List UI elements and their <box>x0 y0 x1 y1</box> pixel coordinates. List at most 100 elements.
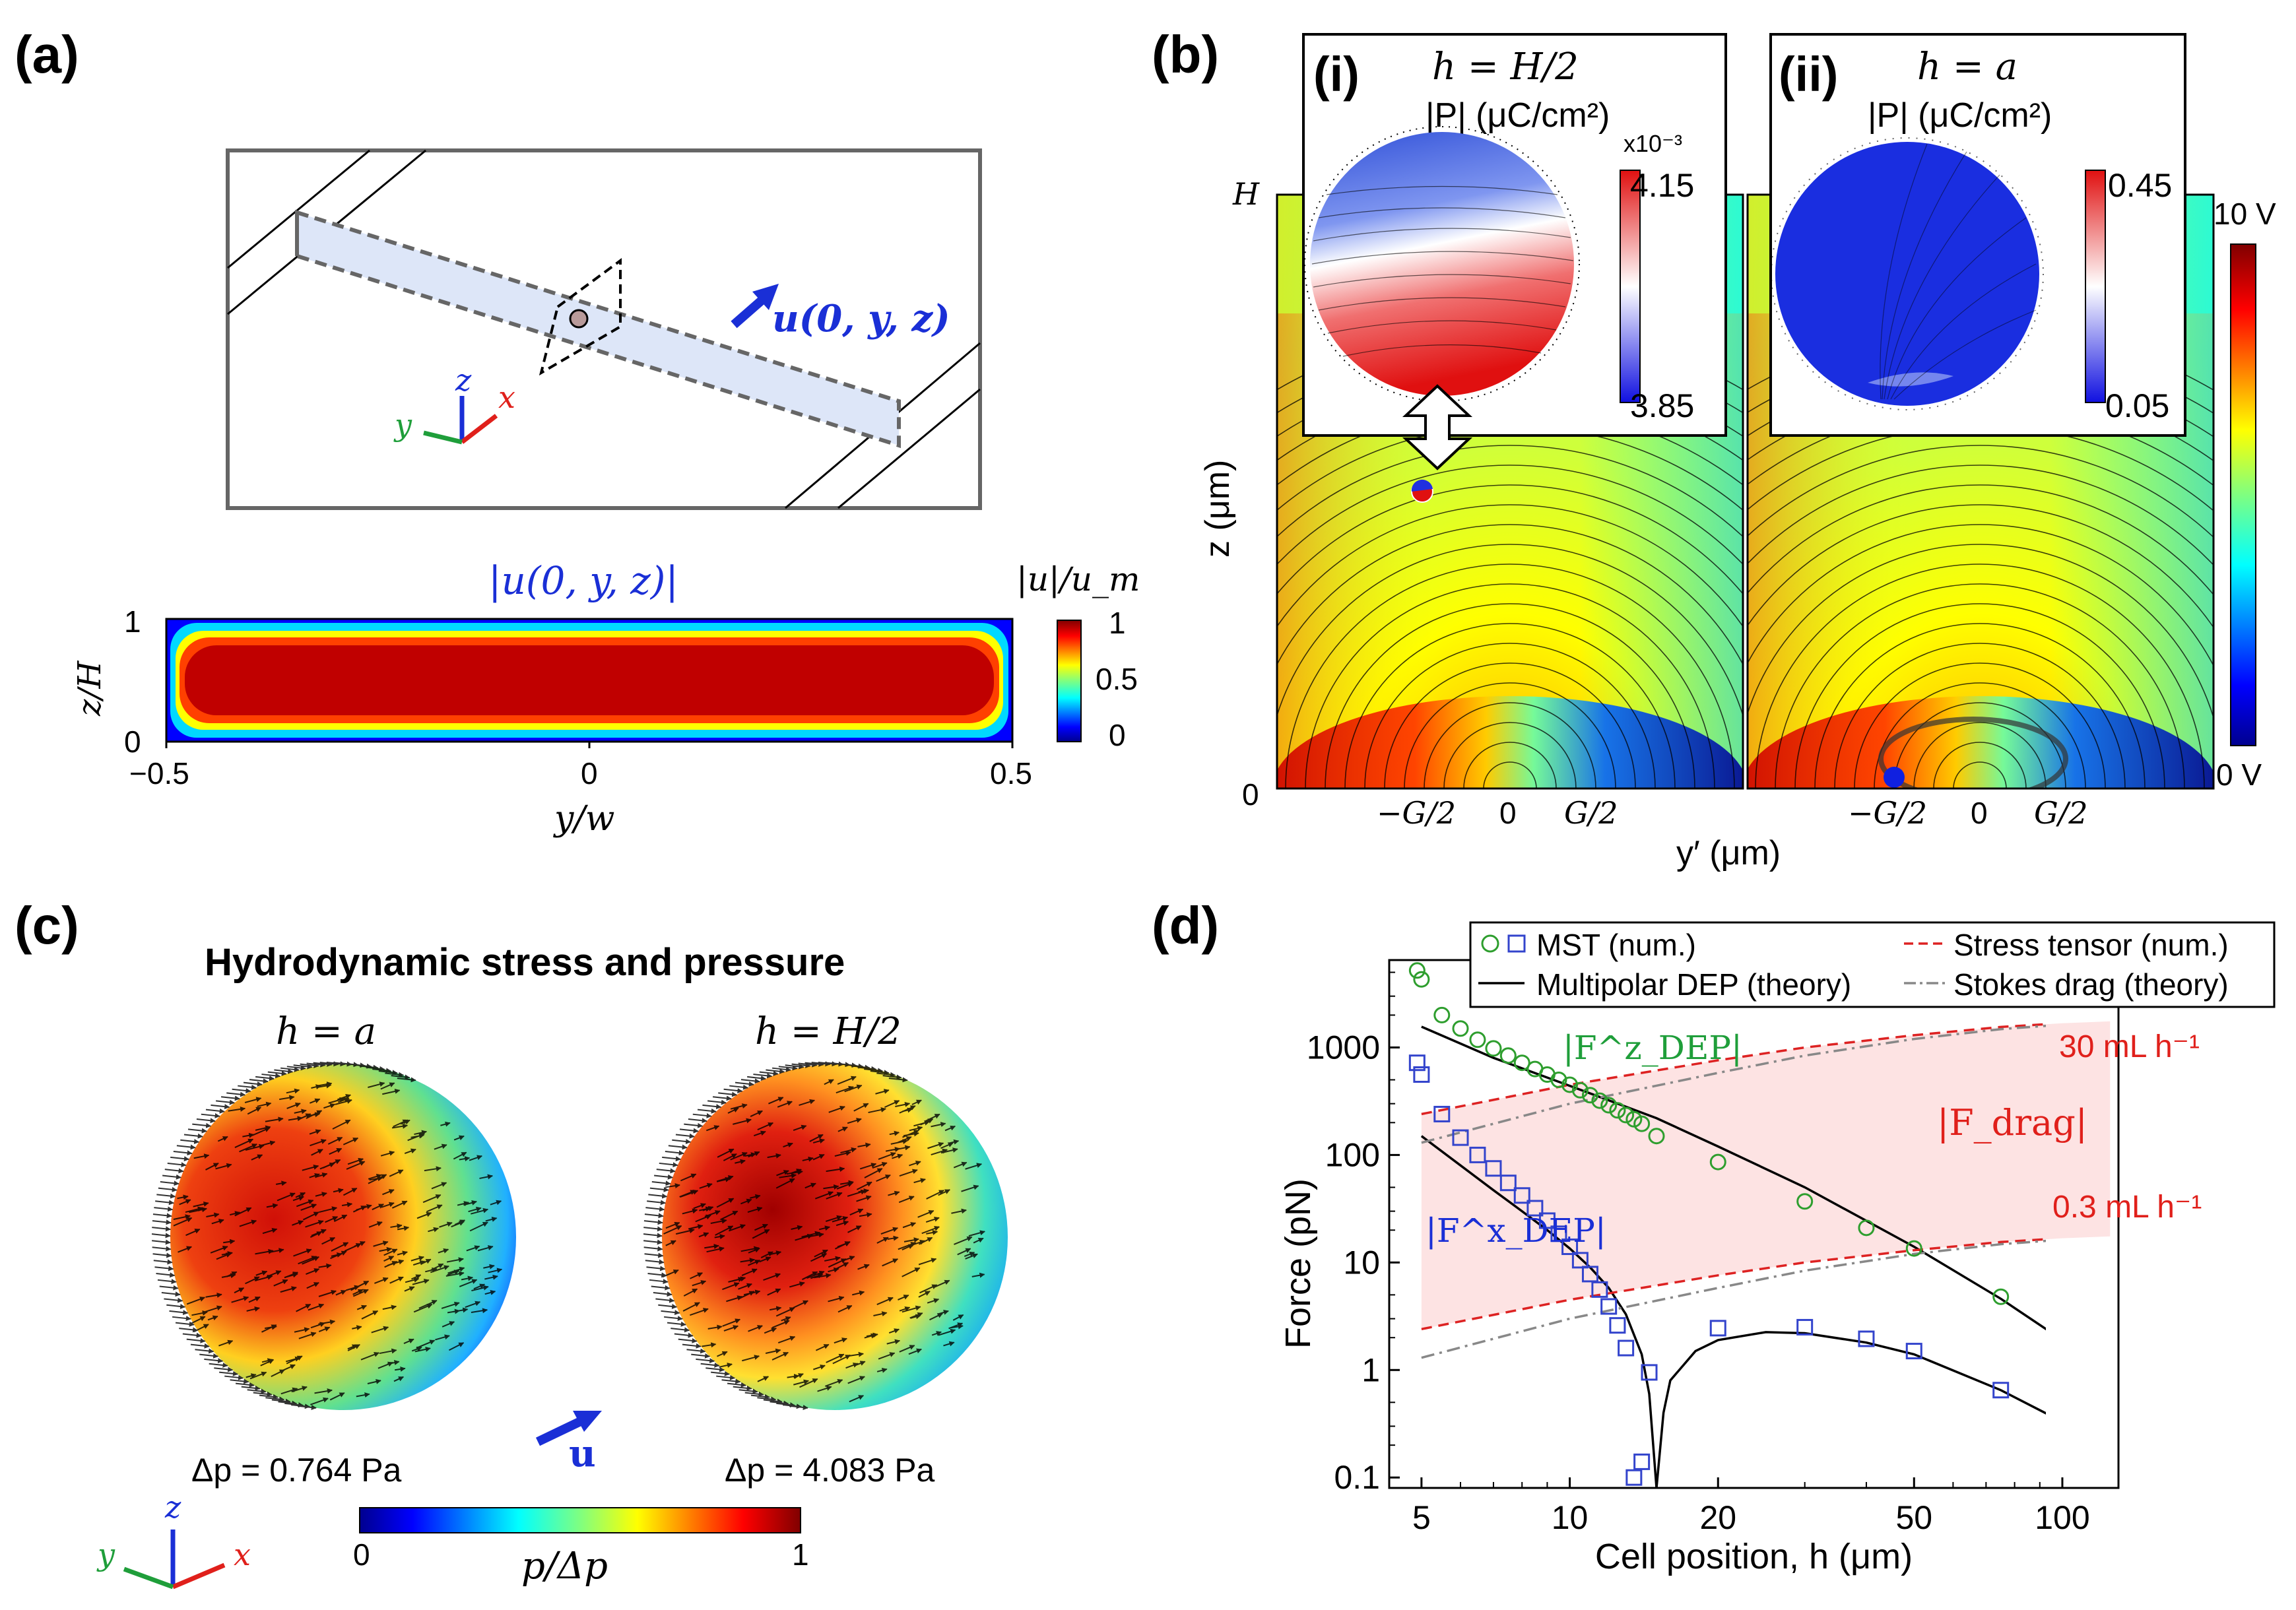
stress-arrow <box>750 1110 763 1117</box>
edge-stress-arrow <box>152 1252 172 1258</box>
stress-arrow <box>484 1274 498 1280</box>
edge-stress-arrow <box>648 1193 668 1199</box>
edge-stress-arrow <box>151 1233 171 1239</box>
stress-arrow <box>765 1348 781 1354</box>
stress-arrow <box>908 1348 922 1355</box>
stress-arrow <box>733 1118 752 1125</box>
stress-arrow <box>445 1271 465 1277</box>
mst-z-point <box>1618 1107 1635 1124</box>
mst-z-point <box>2103 1364 2117 1378</box>
edge-stress-arrow <box>651 1285 671 1291</box>
stress-arrow <box>722 1318 741 1327</box>
mst-x-point <box>1618 1339 1635 1357</box>
stress-arrow <box>878 1152 896 1160</box>
stress-arrow <box>343 1187 358 1196</box>
stress-arrow <box>948 1322 964 1330</box>
stress-arrow <box>248 1296 261 1303</box>
stress-arrow <box>895 1101 911 1107</box>
stress-arrow <box>748 1260 761 1266</box>
stress-arrow <box>298 1256 317 1265</box>
stress-arrow <box>318 1326 331 1332</box>
stress-arrow <box>413 1303 433 1313</box>
stress-arrow <box>738 1291 755 1300</box>
edge-stress-arrow <box>172 1316 191 1322</box>
stress-arrow <box>372 1204 384 1211</box>
stress-arrow <box>826 1192 843 1200</box>
stress-arrow <box>275 1180 287 1186</box>
stress-arrow <box>412 1260 426 1266</box>
edge-stress-arrow <box>651 1180 671 1186</box>
inset-ii: (ii) h = a |P| (μC/cm²) 0.45 0.05 <box>1769 33 2186 437</box>
z-top-label: H <box>1232 176 1260 212</box>
stress-arrow <box>397 1250 408 1256</box>
stress-arrow <box>239 1219 257 1227</box>
stress-arrow <box>720 1210 738 1221</box>
stress-arrow <box>726 1295 743 1303</box>
y-tick-label: 100 <box>1325 1136 1380 1173</box>
y-tick-label: 1000 <box>1307 1029 1380 1066</box>
stress-arrow <box>682 1302 700 1312</box>
stress-arrow <box>309 1098 321 1104</box>
stress-arrow <box>790 1169 802 1175</box>
stress-arrow <box>898 1295 909 1301</box>
edge-stress-arrow <box>159 1285 179 1291</box>
stress-arrow <box>898 1136 912 1143</box>
stress-arrow <box>295 1192 306 1198</box>
stress-arrow <box>964 1251 975 1258</box>
edge-stress-arrow <box>199 1353 219 1359</box>
edge-stress-arrow <box>169 1310 189 1316</box>
edge-stress-arrow <box>804 1061 824 1067</box>
stress-arrow <box>265 1116 284 1122</box>
stress-arrow <box>837 1076 857 1085</box>
stress-arrow <box>795 1233 813 1241</box>
edge-stress-arrow <box>691 1353 711 1359</box>
stress-arrow <box>318 1289 337 1297</box>
stress-arrow <box>857 1142 871 1148</box>
inset-i-cbar-max: 4.15 <box>1630 167 1694 204</box>
series-line <box>1421 1024 2046 1144</box>
stress-arrow <box>477 1245 494 1252</box>
stress-arrow <box>391 1123 409 1129</box>
edge-stress-arrow <box>679 1128 699 1134</box>
stress-arrow <box>382 1189 395 1196</box>
stress-arrow <box>380 1082 395 1090</box>
edge-stress-arrow <box>740 1078 760 1084</box>
stress-arrow <box>961 1184 979 1192</box>
y-axis-label: z/H <box>71 660 108 717</box>
stress-arrow <box>255 1270 268 1276</box>
stress-arrow <box>245 1143 265 1151</box>
edge-stress-arrow <box>870 1070 890 1076</box>
stress-arrow <box>847 1118 862 1124</box>
mst-x-point <box>1858 1330 1875 1347</box>
x-tick-label: 100 <box>2035 1499 2089 1536</box>
stress-arrow <box>356 1304 367 1310</box>
stress-arrow <box>779 1173 797 1178</box>
stress-arrow <box>887 1235 899 1241</box>
stress-arrow <box>925 1216 940 1223</box>
stress-arrow <box>716 1198 735 1208</box>
stress-arrow <box>769 1306 782 1312</box>
edge-stress-arrow <box>224 1374 244 1380</box>
stress-arrow <box>269 1248 284 1254</box>
mst-z-point <box>1709 1153 1726 1171</box>
stress-arrow <box>346 1161 366 1170</box>
edge-stress-arrow <box>668 1144 688 1150</box>
edge-stress-arrow <box>152 1246 172 1252</box>
stress-arrow <box>315 1192 327 1198</box>
edge-stress-arrow <box>723 1088 743 1093</box>
stress-arrow <box>894 1145 911 1151</box>
mst-z-point <box>1591 1092 1608 1109</box>
stress-arrow <box>305 1219 324 1228</box>
stress-arrow <box>763 1273 781 1281</box>
edge-stress-arrow <box>667 1321 686 1327</box>
stress-arrow <box>882 1258 899 1267</box>
edge-stress-arrow <box>153 1259 173 1265</box>
stress-arrow <box>294 1109 307 1114</box>
stress-arrow <box>447 1270 460 1276</box>
panel-c-label: (c) <box>15 896 79 955</box>
series-line <box>1421 1023 2046 1116</box>
edge-stress-arrow <box>220 1095 240 1101</box>
x-tick-label: 20 <box>1699 1499 1736 1536</box>
stress-arrow <box>742 1355 760 1362</box>
edge-stress-arrow <box>366 1066 385 1072</box>
